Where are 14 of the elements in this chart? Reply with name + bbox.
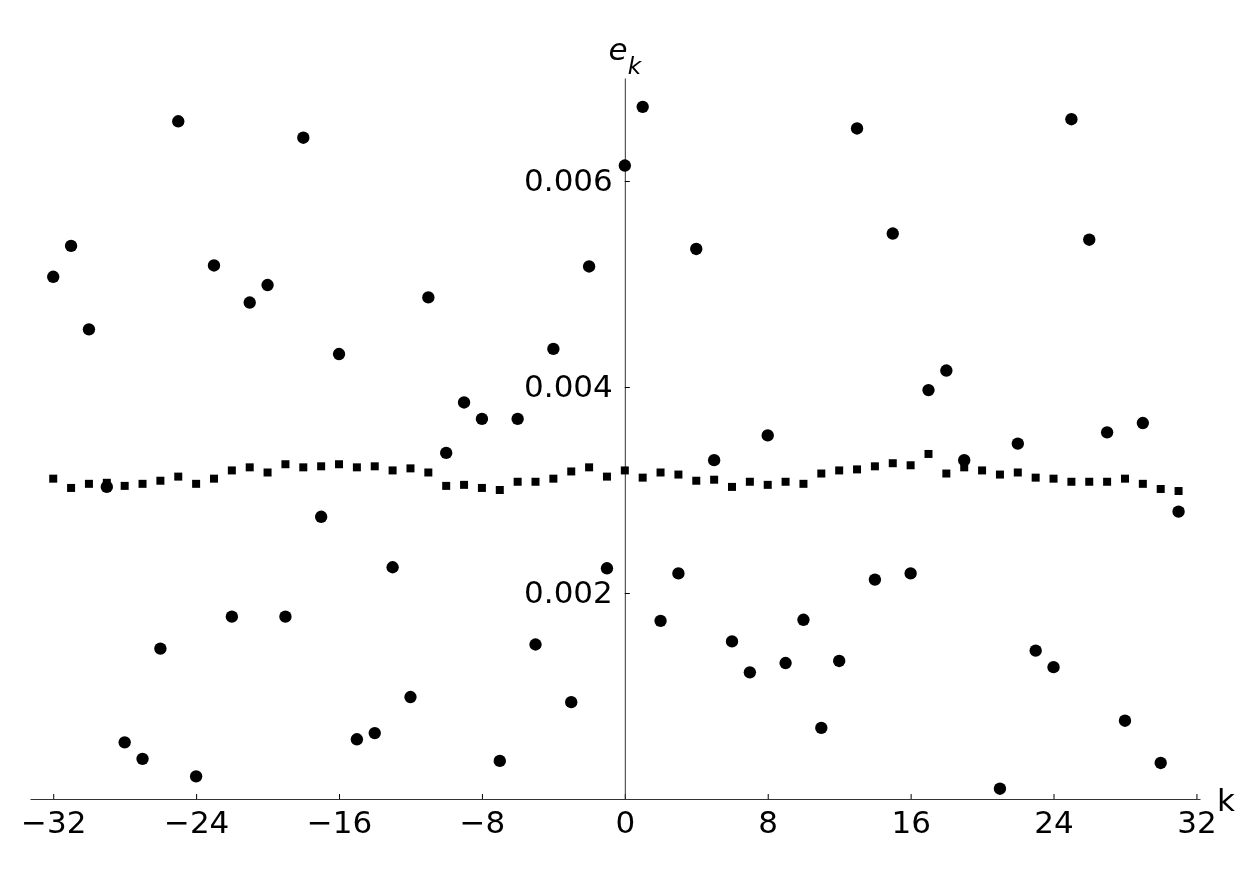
y-axis-title: e$_{k}$ — [608, 31, 643, 79]
x-tick-label: 16 — [891, 804, 931, 841]
y-tick-label: 0.004 — [524, 368, 613, 405]
x-tick-label: −32 — [21, 804, 87, 841]
x-tick-label: −24 — [163, 804, 230, 841]
x-axis-title: k — [1217, 782, 1235, 818]
x-tick-label: 8 — [758, 804, 779, 841]
y-tick-label: 0.002 — [524, 574, 613, 611]
x-tick-label: −16 — [306, 804, 373, 841]
x-tick-label: 0 — [615, 804, 636, 841]
x-tick-label: 32 — [1177, 804, 1217, 841]
x-tick-label: −8 — [459, 804, 506, 841]
y-tick-label: 0.006 — [524, 162, 613, 199]
x-tick-label: 24 — [1034, 804, 1074, 841]
